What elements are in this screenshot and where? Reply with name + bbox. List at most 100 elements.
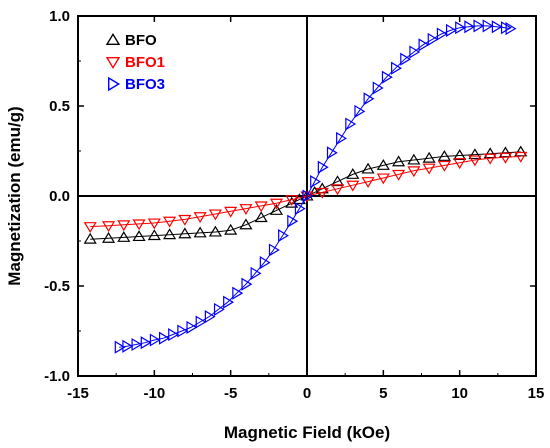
data-point: [294, 202, 306, 216]
data-point: [498, 146, 513, 158]
data-point: [437, 150, 451, 161]
data-point: [168, 328, 180, 342]
data-series: [83, 19, 528, 354]
series-bfo: [83, 145, 528, 244]
data-point: [193, 226, 207, 238]
data-point: [391, 61, 402, 75]
data-point: [392, 169, 406, 181]
data-point: [498, 152, 513, 164]
data-point: [310, 175, 322, 189]
data-point: [163, 216, 177, 228]
data-point: [468, 155, 482, 167]
data-point: [483, 147, 497, 159]
data-point: [453, 158, 467, 170]
data-point: [208, 225, 222, 237]
data-point: [269, 198, 284, 210]
data-point: [361, 177, 375, 188]
data-point: [204, 310, 216, 324]
data-point: [239, 218, 253, 230]
data-point: [363, 92, 375, 106]
data-point: [147, 218, 161, 230]
legend-marker: [108, 76, 121, 92]
y-tick-label: 1.0: [49, 8, 70, 25]
data-point: [514, 145, 528, 157]
data-point: [213, 302, 225, 316]
data-point: [114, 340, 126, 354]
data-point: [131, 337, 143, 352]
data-point: [346, 168, 360, 179]
data-point: [287, 214, 299, 228]
data-point: [483, 153, 497, 165]
data-point: [468, 148, 482, 160]
data-point: [381, 70, 393, 84]
legend-label: BFO3: [125, 76, 165, 93]
data-point: [473, 19, 485, 33]
x-tick-label: -15: [67, 385, 89, 402]
data-point: [407, 166, 421, 178]
x-tick-label: 15: [528, 385, 545, 402]
data-point: [122, 339, 134, 353]
data-point: [330, 184, 345, 196]
data-point: [224, 223, 238, 235]
series-bfo3: [114, 19, 517, 354]
data-point: [178, 214, 192, 226]
data-point: [117, 231, 131, 242]
data-point: [491, 20, 503, 34]
data-point: [254, 211, 268, 223]
data-point: [132, 219, 146, 231]
data-point: [392, 155, 406, 167]
y-tick-label: 0.5: [49, 98, 70, 115]
data-point: [132, 230, 146, 242]
data-point: [407, 153, 421, 165]
data-point: [300, 191, 314, 203]
data-point: [149, 333, 161, 347]
data-point: [376, 173, 390, 185]
data-point: [268, 243, 280, 257]
data-point: [269, 204, 284, 215]
data-point: [177, 324, 189, 338]
data-point: [140, 336, 152, 350]
data-point: [372, 81, 384, 95]
y-tick-label: 0.0: [49, 188, 70, 205]
data-point: [482, 19, 494, 33]
y-tick-label: -1.0: [44, 368, 70, 385]
data-point: [455, 21, 467, 35]
x-axis-title: Magnetic Field (kOe): [224, 423, 390, 442]
data-point: [427, 32, 439, 46]
x-tick-label: 5: [379, 385, 387, 402]
data-point: [361, 162, 375, 174]
y-tick-label: -0.5: [44, 278, 70, 295]
data-point: [224, 206, 238, 218]
y-axis-title: Magnetization (emu/g): [5, 106, 24, 285]
data-point: [409, 45, 421, 59]
x-tick-label: 10: [451, 385, 468, 402]
data-point: [83, 222, 97, 233]
data-point: [317, 160, 329, 174]
data-point: [241, 277, 253, 291]
axes: -15 -10 -5 0 5 10 15 -1.0 -0.5 0.0 0.5 1.0: [44, 8, 544, 402]
data-point: [101, 221, 116, 233]
x-tick-label: -5: [224, 385, 237, 402]
legend-marker: [105, 57, 121, 70]
legend-marker: [105, 32, 121, 45]
data-point: [437, 160, 451, 172]
data-point: [453, 149, 467, 161]
data-point: [505, 22, 517, 36]
data-point: [315, 187, 329, 199]
data-point: [346, 180, 360, 192]
data-point: [278, 229, 289, 243]
data-point: [376, 159, 390, 170]
data-point: [436, 27, 448, 41]
data-point: [250, 266, 262, 280]
x-tick-label: 0: [303, 385, 311, 402]
legend: BFO BFO1 BFO3: [105, 32, 165, 93]
data-point: [147, 229, 161, 241]
data-point: [163, 228, 177, 240]
data-point: [464, 20, 476, 34]
data-point: [422, 163, 436, 175]
data-point: [354, 104, 366, 118]
data-point: [193, 212, 207, 224]
data-point: [418, 38, 430, 52]
data-point: [254, 201, 268, 213]
